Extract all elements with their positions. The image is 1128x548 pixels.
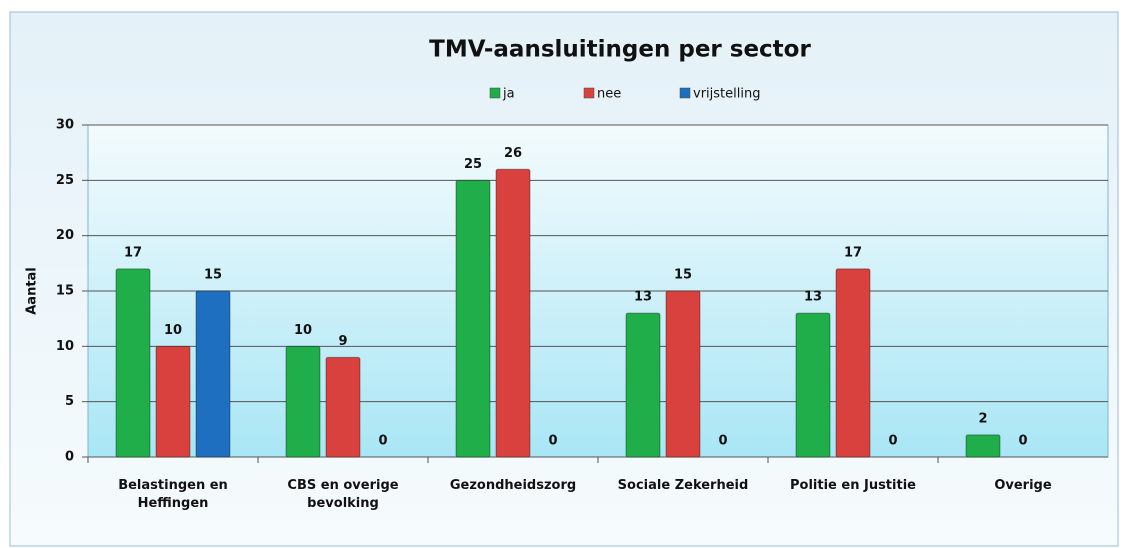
data-label: 26 (504, 146, 522, 161)
data-label: 10 (164, 323, 182, 338)
y-tick-label: 20 (56, 228, 74, 243)
data-label: 0 (378, 434, 387, 449)
x-tick-label: Sociale Zekerheid (617, 478, 749, 493)
data-label: 0 (1018, 434, 1027, 449)
y-tick-label: 10 (56, 339, 74, 354)
legend-label: ja (502, 87, 515, 102)
chart-title: TMV-aansluitingen per sector (429, 37, 811, 63)
data-label: 15 (204, 268, 222, 283)
y-tick-label: 5 (65, 394, 74, 409)
data-label: 0 (888, 434, 897, 449)
bar (285, 345, 321, 458)
bar (625, 312, 661, 458)
bar (665, 290, 701, 458)
x-tick-label: Politie en Justitie (790, 478, 916, 493)
y-tick-label: 15 (56, 284, 74, 299)
bar (325, 356, 361, 458)
legend-label: vrijstelling (693, 87, 760, 102)
bar (155, 345, 191, 458)
bar (495, 168, 531, 458)
data-label: 17 (844, 245, 862, 260)
data-label: 13 (804, 290, 822, 305)
bar (455, 179, 491, 458)
data-label: 2 (978, 411, 987, 426)
x-tick-label: CBS en overige bevolking (287, 478, 399, 511)
bar (195, 290, 231, 458)
bar (115, 268, 151, 458)
legend-swatch (679, 87, 691, 99)
data-label: 17 (124, 245, 142, 260)
legend-swatch (583, 87, 595, 99)
x-tick-label: Overige (994, 478, 1052, 493)
y-tick-label: 0 (65, 450, 74, 465)
legend-swatch (489, 87, 501, 99)
data-label: 10 (294, 323, 312, 338)
legend-label: nee (597, 87, 621, 102)
data-label: 0 (548, 434, 557, 449)
data-label: 25 (464, 157, 482, 172)
data-label: 0 (718, 434, 727, 449)
y-tick-label: 30 (56, 118, 74, 133)
y-axis-label: Aantal (25, 267, 40, 315)
bar (965, 434, 1001, 458)
bar (835, 268, 871, 458)
x-tick-label: Belastingen en Heffingen (118, 478, 228, 511)
data-label: 15 (674, 268, 692, 283)
x-tick-label: Gezondheidszorg (449, 478, 577, 493)
bar (795, 312, 831, 458)
y-tick-label: 25 (56, 173, 74, 188)
data-label: 9 (338, 334, 347, 349)
data-label: 13 (634, 290, 652, 305)
